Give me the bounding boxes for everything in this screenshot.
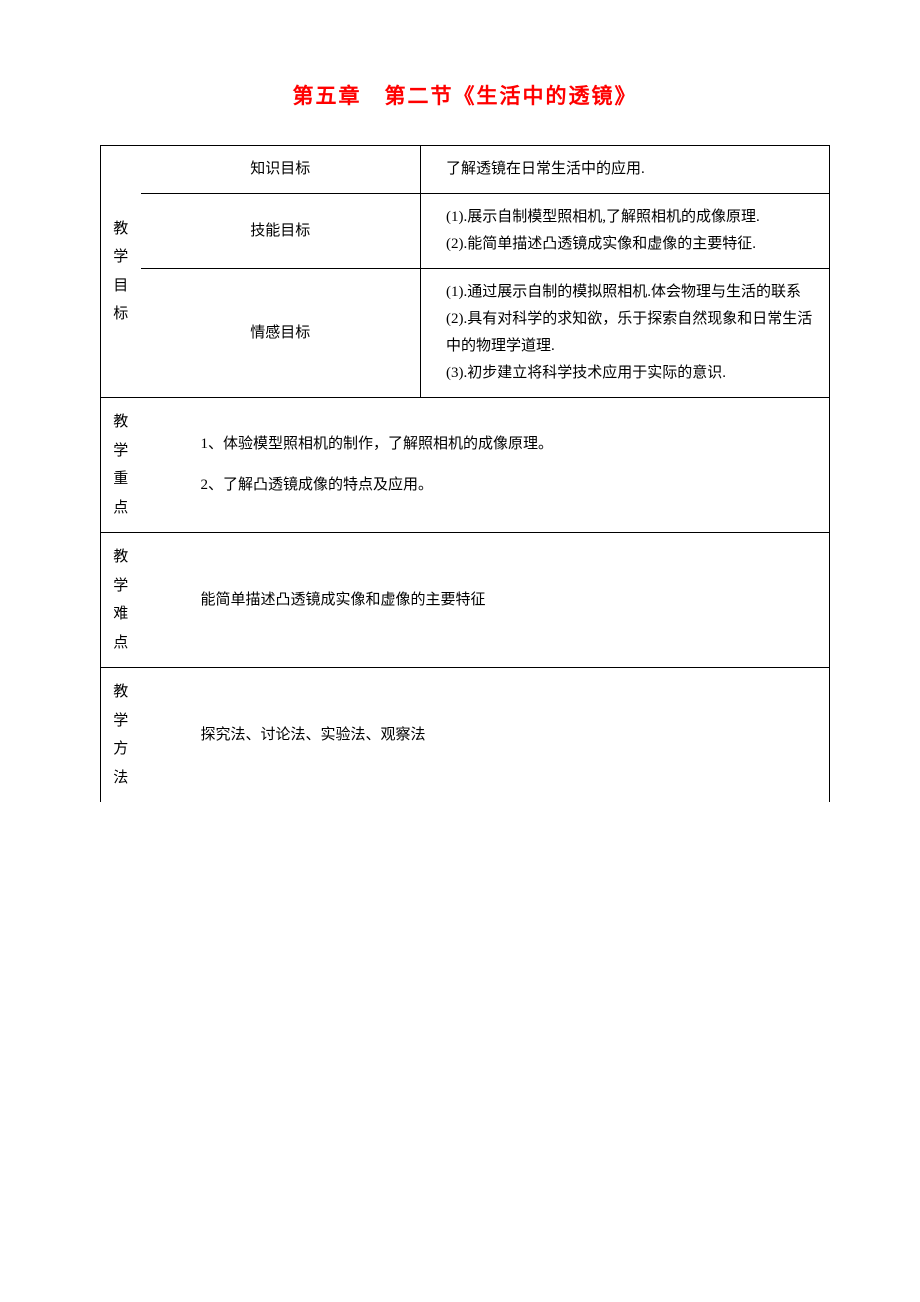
label-char: 标	[107, 300, 135, 329]
emotion-desc-line: (2).具有对科学的求知欲，乐于探索自然现象和日常生活中的物理学道理.	[446, 306, 817, 360]
goal-label-cell: 教 学 目 标	[101, 146, 141, 398]
emotion-desc-line: (3).初步建立将科学技术应用于实际的意识.	[446, 360, 817, 387]
label-char: 点	[107, 494, 135, 523]
page-title: 第五章 第二节《生活中的透镜》	[100, 80, 830, 110]
keypoint-content-cell: 1、体验模型照相机的制作，了解照相机的成像原理。 2、了解凸透镜成像的特点及应用…	[141, 398, 830, 533]
lesson-plan-table: 教 学 目 标 知识目标 了解透镜在日常生活中的应用. 技能目标 (1).展示自…	[100, 145, 830, 802]
skill-type-cell: 技能目标	[141, 194, 421, 269]
table-row: 情感目标 (1).通过展示自制的模拟照相机.体会物理与生活的联系 (2).具有对…	[101, 269, 830, 398]
table-row: 技能目标 (1).展示自制模型照相机,了解照相机的成像原理. (2).能简单描述…	[101, 194, 830, 269]
method-label-cell: 教 学 方 法	[101, 668, 141, 803]
difficulty-content-cell: 能简单描述凸透镜成实像和虚像的主要特征	[141, 533, 830, 668]
table-row: 教 学 难 点 能简单描述凸透镜成实像和虚像的主要特征	[101, 533, 830, 668]
label-char: 教	[107, 408, 135, 437]
skill-desc-cell: (1).展示自制模型照相机,了解照相机的成像原理. (2).能简单描述凸透镜成实…	[421, 194, 830, 269]
label-char: 学	[107, 707, 135, 736]
table-row: 教 学 重 点 1、体验模型照相机的制作，了解照相机的成像原理。 2、了解凸透镜…	[101, 398, 830, 533]
label-char: 重	[107, 465, 135, 494]
label-char: 学	[107, 572, 135, 601]
label-char: 教	[107, 543, 135, 572]
label-char: 难	[107, 600, 135, 629]
skill-desc-line: (1).展示自制模型照相机,了解照相机的成像原理.	[446, 204, 817, 231]
difficulty-label-cell: 教 学 难 点	[101, 533, 141, 668]
knowledge-type-cell: 知识目标	[141, 146, 421, 194]
label-char: 教	[107, 215, 135, 244]
keypoint-line: 2、了解凸透镜成像的特点及应用。	[201, 472, 810, 499]
table-row: 教 学 目 标 知识目标 了解透镜在日常生活中的应用.	[101, 146, 830, 194]
label-char: 目	[107, 272, 135, 301]
label-char: 方	[107, 735, 135, 764]
label-char: 法	[107, 764, 135, 793]
keypoint-label-cell: 教 学 重 点	[101, 398, 141, 533]
emotion-desc-line: (1).通过展示自制的模拟照相机.体会物理与生活的联系	[446, 279, 817, 306]
knowledge-desc-cell: 了解透镜在日常生活中的应用.	[421, 146, 830, 194]
skill-desc-line: (2).能简单描述凸透镜成实像和虚像的主要特征.	[446, 231, 817, 258]
label-char: 学	[107, 243, 135, 272]
table-row: 教 学 方 法 探究法、讨论法、实验法、观察法	[101, 668, 830, 803]
method-content-cell: 探究法、讨论法、实验法、观察法	[141, 668, 830, 803]
label-char: 点	[107, 629, 135, 658]
keypoint-line: 1、体验模型照相机的制作，了解照相机的成像原理。	[201, 431, 810, 458]
emotion-desc-cell: (1).通过展示自制的模拟照相机.体会物理与生活的联系 (2).具有对科学的求知…	[421, 269, 830, 398]
emotion-type-cell: 情感目标	[141, 269, 421, 398]
label-char: 教	[107, 678, 135, 707]
label-char: 学	[107, 437, 135, 466]
